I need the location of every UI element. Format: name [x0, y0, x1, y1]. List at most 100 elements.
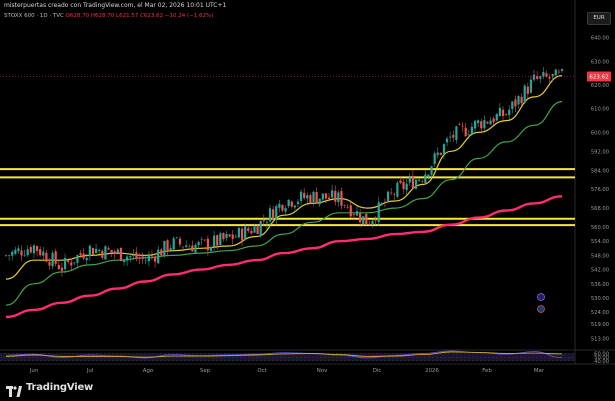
candle-body — [303, 192, 306, 199]
candle-body — [523, 85, 526, 103]
ohlc-legend: STOXX 600 · 1D · TVC O628.70 H628.70 L62… — [4, 13, 213, 19]
candle-body — [110, 249, 113, 253]
candle-body — [197, 241, 200, 245]
candle-body — [287, 199, 290, 206]
candle-body — [135, 252, 138, 259]
currency-button[interactable]: EUR — [587, 12, 611, 25]
candle-body — [73, 262, 76, 264]
candle-body — [309, 195, 312, 204]
change-value: −10.24 (−1.62%) — [164, 13, 214, 19]
candle-body — [393, 194, 396, 195]
candle-body — [355, 211, 359, 216]
candle-body — [70, 262, 73, 266]
candle-body — [418, 179, 421, 181]
candle-body — [483, 120, 486, 129]
candle-body — [442, 144, 446, 155]
candle-body — [414, 179, 418, 189]
candle-body — [455, 126, 458, 140]
candle-body — [296, 201, 300, 205]
candle-body — [377, 202, 380, 222]
candle-body — [20, 250, 23, 256]
candle-body — [240, 228, 244, 241]
price-tick-label: 548.00 — [591, 253, 609, 259]
candle-body — [436, 152, 439, 156]
candle-body — [362, 216, 365, 225]
time-tick-label: Dic — [373, 368, 382, 374]
ma-mid-line — [5, 101, 563, 306]
close-value: C623.62 — [140, 13, 164, 19]
candle-body — [247, 228, 250, 232]
candle-body — [461, 125, 464, 127]
low-value: L621.57 — [116, 13, 139, 19]
candle-body — [268, 208, 272, 222]
candle-body — [480, 121, 483, 129]
price-tick-label: 524.00 — [591, 310, 609, 316]
price-tick-label: 576.00 — [591, 187, 609, 193]
candle-body — [383, 201, 387, 203]
price-tick-label: 536.00 — [591, 282, 609, 288]
candle-body — [399, 180, 402, 183]
ma-slow-line — [5, 195, 563, 319]
candle-body — [359, 213, 362, 223]
brand-name: TradingView — [26, 381, 94, 393]
candle-body — [231, 234, 234, 240]
oscillator-tick-label: 60.00 — [594, 351, 609, 357]
candle-body — [185, 245, 188, 248]
candle-body — [477, 120, 480, 124]
candle-body — [467, 134, 470, 135]
candle-body — [408, 177, 411, 183]
candle-body — [175, 237, 178, 239]
time-tick-label: Oct — [257, 368, 266, 374]
dividend-marker-icon — [537, 305, 545, 313]
candle-body — [29, 247, 32, 253]
candle-body — [32, 245, 36, 254]
candle-body — [421, 181, 424, 182]
candle-body — [26, 249, 29, 256]
candle-body — [191, 245, 194, 252]
price-tick-label: 560.00 — [591, 225, 609, 231]
time-tick-label: Sep — [200, 368, 211, 374]
candle-body — [225, 233, 228, 239]
candle-body — [548, 77, 551, 79]
candle-body — [427, 174, 430, 177]
candle-body — [560, 69, 564, 71]
symbol-label[interactable]: STOXX 600 · 1D · TVC — [4, 13, 64, 19]
candle-body — [557, 71, 560, 73]
candle-body — [430, 166, 433, 175]
candle-body — [517, 96, 520, 105]
candle-body — [85, 258, 88, 261]
candle-body — [514, 99, 517, 107]
oscillator-slow-line — [5, 351, 563, 358]
candle-body — [473, 120, 477, 129]
time-tick-label: Ago — [143, 368, 153, 374]
candle-body — [340, 191, 343, 206]
candle-body — [539, 76, 542, 79]
candle-body — [91, 247, 95, 255]
candle-body — [371, 220, 374, 225]
tradingview-logo[interactable]: TradingView — [6, 380, 94, 397]
candle-body — [178, 238, 182, 245]
candle-body — [169, 248, 172, 251]
candle-body — [396, 182, 399, 197]
candle-body — [368, 224, 371, 226]
candle-body — [365, 213, 368, 225]
candle-body — [445, 138, 449, 143]
price-tick-label: 584.00 — [591, 168, 609, 174]
candle-body — [45, 252, 48, 262]
candle-body — [153, 256, 157, 262]
candle-body — [281, 204, 284, 211]
candle-body — [470, 126, 474, 135]
time-tick-label: Jun — [29, 368, 38, 374]
candle-body — [262, 220, 265, 222]
candle-body — [449, 136, 452, 138]
candle-body — [194, 244, 197, 253]
candle-body — [144, 260, 147, 262]
time-tick-label: Nov — [317, 368, 328, 374]
candle-body — [380, 202, 383, 205]
candle-body — [23, 255, 26, 256]
candle-body — [284, 208, 287, 212]
oscillator-tick-label: 40.00 — [594, 359, 609, 365]
candle-body — [433, 153, 436, 165]
candle-body — [57, 265, 60, 270]
